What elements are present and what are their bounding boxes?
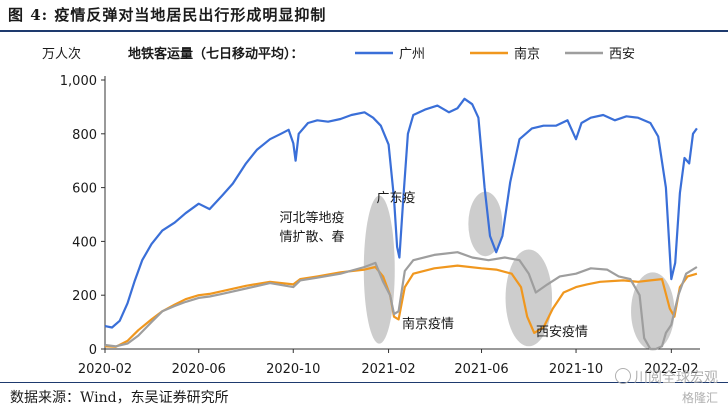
annotation-label-3-0: 西安疫情 [536,324,588,340]
annotation-label-0-0: 河北等地疫 [279,210,344,226]
x-tick-label: 2020-02 [78,362,132,377]
y-tick-label: 0 [89,343,97,358]
legend-title: 地铁客运量（七日移动平均）： [128,46,304,62]
x-tick-label: 2020-10 [266,362,320,377]
figure-title-bar: 图 4: 疫情反弹对当地居民出行形成明显抑制 [0,0,728,32]
x-tick-label: 2022-02 [644,362,698,377]
source-note: 数据来源：Wind，东吴证券研究所 [10,390,229,406]
legend-label-1: 南京 [514,46,540,62]
annotation-ellipse-1 [468,191,503,257]
annotation-ellipse-3 [631,272,675,351]
legend-label-0: 广州 [399,47,425,62]
x-tick-label: 2021-02 [361,362,415,377]
footer-divider [0,382,728,383]
line-chart: 万人次 0 200 400 600 800 1,000 2020-02 2020-06 2020-… [42,46,700,377]
x-tick-label: 2021-06 [454,362,508,377]
annotation-label-1-0: 广东疫 [376,190,415,206]
watermark-text: 川阅全球宏观 [634,370,718,386]
annotation-layer [363,191,675,351]
legend: 地铁客运量（七日移动平均）： 广州 南京 西安 [128,46,635,62]
legend-label-2: 西安 [609,47,635,62]
x-tick-label: 2020-06 [172,362,226,377]
y-tick-label: 200 [72,289,97,304]
title-divider [0,30,728,32]
x-tick-label: 2021-10 [549,362,603,377]
annotation-label-2-0: 南京疫情 [402,316,454,332]
series-line-1 [104,264,698,348]
series-layer [104,97,698,351]
y-tick-label: 1,000 [60,74,97,89]
y-tick-label: 800 [72,128,97,143]
series-line-2 [104,251,698,351]
series-line-0 [104,97,698,329]
annotation-ellipse-2 [505,249,553,347]
watermark: 川阅全球宏观 [615,367,718,387]
y-tick-label: 600 [72,182,97,197]
figure-title: 图 4: 疫情反弹对当地居民出行形成明显抑制 [8,6,327,24]
axes: 万人次 0 200 400 600 800 1,000 2020-02 2020-06 2020-… [42,46,700,377]
wechat-icon [615,368,631,384]
annotation-label-0-1: 情扩散、春 [279,230,344,245]
y-tick-label: 400 [72,235,97,250]
watermark-secondary: 格隆汇 [681,391,718,405]
y-axis-title: 万人次 [42,46,81,62]
